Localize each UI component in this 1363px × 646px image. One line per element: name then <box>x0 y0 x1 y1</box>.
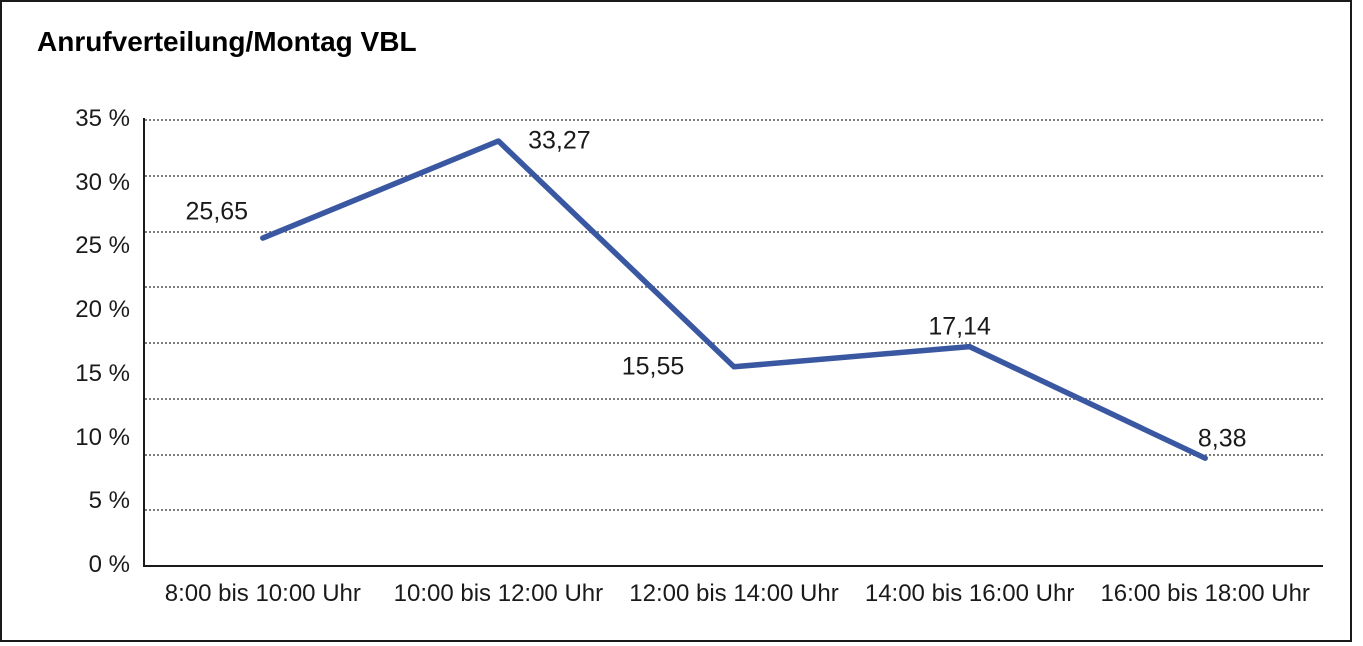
data-point-label: 33,27 <box>528 126 591 155</box>
x-tick-label: 14:00 bis 16:00 Uhr <box>864 580 1075 607</box>
y-tick-label: 20 % <box>75 296 130 324</box>
plot-area: 25,65 33,27 15,55 17,14 8,38 <box>145 119 1323 565</box>
gridline <box>145 453 1323 456</box>
y-tick-label: 10 % <box>75 423 130 451</box>
x-tick-label: 8:00 bis 10:00 Uhr <box>164 580 361 607</box>
chart-title: Anrufverteilung/Montag VBL <box>37 26 417 57</box>
x-tick-label: 10:00 bis 12:00 Uhr <box>393 580 604 607</box>
data-point-label: 17,14 <box>928 312 991 341</box>
gridline <box>145 397 1323 400</box>
x-tick-label: 12:00 bis 14:00 Uhr <box>629 580 839 607</box>
gridline <box>145 342 1323 344</box>
gridline <box>145 509 1323 512</box>
data-point-label: 25,65 <box>185 197 249 226</box>
y-tick-label: 5 % <box>88 487 130 515</box>
y-tick-label: 35 % <box>75 105 130 132</box>
y-tick-label: 15 % <box>75 359 130 387</box>
y-axis-line <box>143 118 145 567</box>
gridline <box>145 174 1323 177</box>
y-tick-label: 30 % <box>75 168 130 196</box>
data-point-label: 8,38 <box>1197 424 1247 453</box>
y-tick-label: 0 % <box>88 551 130 578</box>
x-axis-line <box>143 565 1323 567</box>
data-point-label: 15,55 <box>621 352 685 381</box>
gridline <box>145 119 1323 121</box>
gridline <box>145 230 1323 233</box>
y-tick-label: 25 % <box>75 232 130 260</box>
line-series-svg <box>260 138 1208 461</box>
x-tick-label: 16:00 bis 18:00 Uhr <box>1100 580 1310 607</box>
line-series <box>260 138 1208 461</box>
gridline <box>145 286 1323 289</box>
